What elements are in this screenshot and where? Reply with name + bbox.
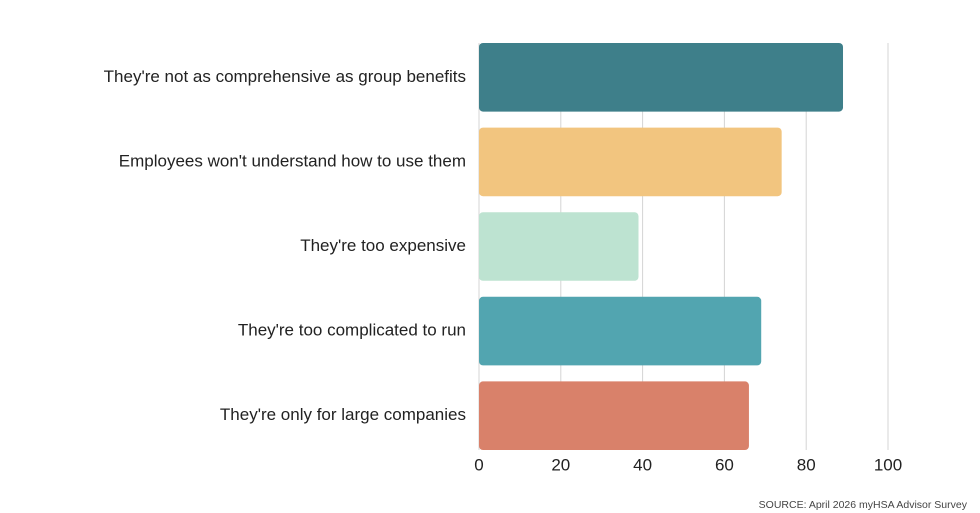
bar (479, 381, 749, 450)
bar (479, 212, 639, 281)
bar (479, 127, 782, 197)
y-tick-label: Employees won't understand how to use th… (119, 151, 466, 170)
x-tick-label: 0 (474, 455, 483, 474)
x-tick-label: 80 (797, 455, 816, 474)
x-tick-label: 20 (551, 455, 570, 474)
bar (479, 296, 762, 366)
source-note: SOURCE: April 2026 myHSA Advisor Survey (759, 499, 968, 511)
x-tick-label: 40 (633, 455, 652, 474)
x-tick-label: 60 (715, 455, 734, 474)
y-tick-label: They're not as comprehensive as group be… (104, 67, 466, 86)
y-tick-label: They're too expensive (300, 236, 466, 255)
bar (479, 43, 844, 112)
y-tick-label: They're too complicated to run (238, 321, 466, 340)
x-tick-label: 100 (874, 455, 902, 474)
y-tick-label: They're only for large companies (220, 405, 466, 424)
